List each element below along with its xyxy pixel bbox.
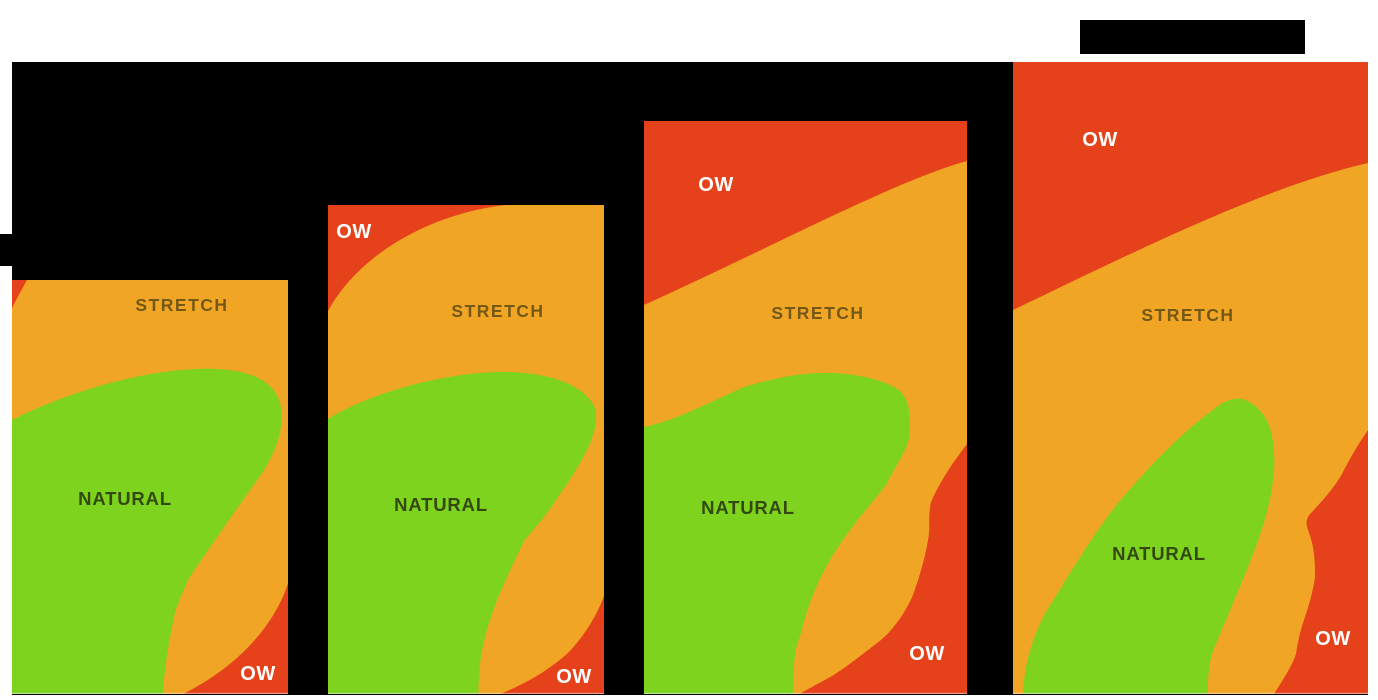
svg-text:STRETCH: STRETCH [451, 301, 544, 321]
svg-text:NATURAL: NATURAL [1112, 543, 1206, 564]
svg-text:NATURAL: NATURAL [701, 497, 795, 518]
svg-text:OW: OW [909, 643, 944, 665]
svg-text:STRETCH: STRETCH [135, 295, 228, 315]
svg-text:STRETCH: STRETCH [771, 303, 864, 323]
svg-text:OW: OW [1315, 628, 1350, 650]
svg-text:NATURAL: NATURAL [394, 494, 488, 515]
svg-text:OW: OW [240, 663, 275, 685]
svg-text:NATURAL: NATURAL [78, 488, 172, 509]
svg-text:OW: OW [556, 666, 591, 688]
svg-text:OW: OW [1082, 129, 1117, 151]
svg-text:OW: OW [698, 174, 733, 196]
svg-text:OW: OW [336, 221, 371, 243]
svg-text:STRETCH: STRETCH [1141, 305, 1234, 325]
